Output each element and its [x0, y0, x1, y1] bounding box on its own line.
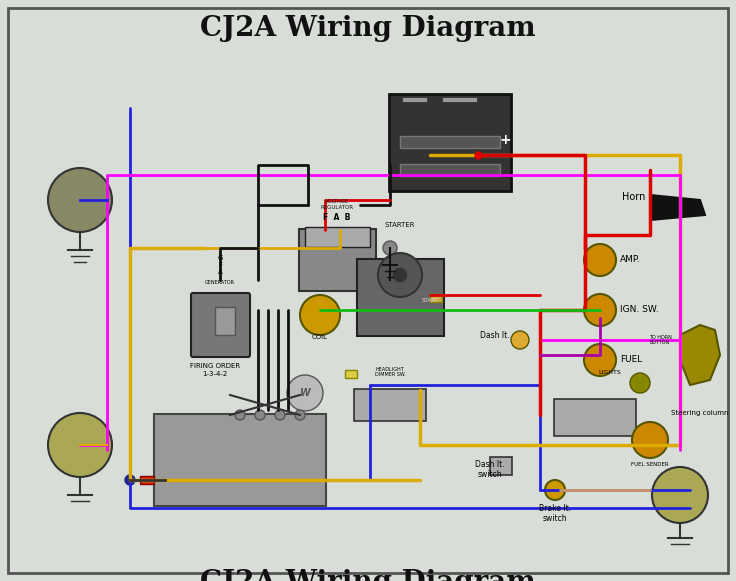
Circle shape: [235, 410, 245, 420]
Text: GENERATOR: GENERATOR: [205, 280, 235, 285]
Circle shape: [392, 267, 408, 283]
FancyBboxPatch shape: [354, 389, 426, 421]
Circle shape: [584, 244, 616, 276]
Bar: [400, 136, 500, 148]
FancyBboxPatch shape: [357, 259, 444, 336]
Circle shape: [48, 168, 112, 232]
Text: TO HORN
BUTTON: TO HORN BUTTON: [648, 335, 671, 345]
Text: CJ2A Wiring Diagram: CJ2A Wiring Diagram: [200, 569, 536, 581]
Circle shape: [48, 413, 112, 477]
Text: AMP.: AMP.: [620, 256, 641, 264]
Bar: [140, 476, 154, 484]
Circle shape: [255, 410, 265, 420]
Polygon shape: [650, 195, 705, 220]
Circle shape: [125, 475, 135, 485]
Text: Steering column: Steering column: [671, 410, 729, 416]
Text: Horn: Horn: [622, 192, 645, 202]
Text: STARTER: STARTER: [385, 222, 415, 228]
FancyBboxPatch shape: [554, 399, 636, 436]
Circle shape: [295, 410, 305, 420]
Text: +: +: [499, 133, 511, 147]
Circle shape: [383, 241, 397, 255]
Text: CJ2A Wiring Diagram: CJ2A Wiring Diagram: [200, 15, 536, 41]
Text: VOLTAGE
REGULATOR: VOLTAGE REGULATOR: [320, 199, 353, 210]
Bar: [490, 457, 512, 475]
Circle shape: [300, 295, 340, 335]
Text: LIGHTS: LIGHTS: [598, 370, 621, 375]
Bar: [400, 164, 500, 176]
Bar: [345, 370, 357, 378]
Circle shape: [584, 294, 616, 326]
Circle shape: [545, 480, 565, 500]
Circle shape: [378, 253, 422, 297]
Circle shape: [632, 422, 668, 458]
Text: W: W: [300, 388, 311, 398]
Text: FIRING ORDER
1-3-4-2: FIRING ORDER 1-3-4-2: [190, 364, 240, 376]
FancyBboxPatch shape: [305, 227, 370, 247]
Circle shape: [275, 410, 285, 420]
Text: FUEL: FUEL: [620, 356, 643, 364]
Text: START: START: [422, 297, 439, 303]
Text: Brake lt.
switch: Brake lt. switch: [539, 504, 571, 523]
Circle shape: [584, 344, 616, 376]
Circle shape: [511, 331, 529, 349]
Bar: [430, 294, 442, 302]
FancyBboxPatch shape: [389, 94, 511, 191]
Text: COIL: COIL: [312, 334, 328, 340]
Text: Dash lt.
switch: Dash lt. switch: [475, 460, 505, 479]
Text: HEADLIGHT
DIMMER SW.: HEADLIGHT DIMMER SW.: [375, 367, 406, 378]
Circle shape: [652, 467, 708, 523]
Circle shape: [287, 375, 323, 411]
Text: F  A  B: F A B: [323, 213, 350, 223]
FancyBboxPatch shape: [154, 414, 326, 506]
Circle shape: [630, 373, 650, 393]
Text: FUEL SENDER: FUEL SENDER: [631, 462, 669, 467]
FancyBboxPatch shape: [299, 229, 376, 291]
Bar: [215, 307, 235, 335]
Text: IGN. SW.: IGN. SW.: [620, 306, 659, 314]
Polygon shape: [680, 325, 720, 385]
FancyBboxPatch shape: [191, 293, 250, 357]
Text: G
F
A: G F A: [217, 254, 223, 275]
Text: Dash lt.: Dash lt.: [481, 331, 510, 339]
